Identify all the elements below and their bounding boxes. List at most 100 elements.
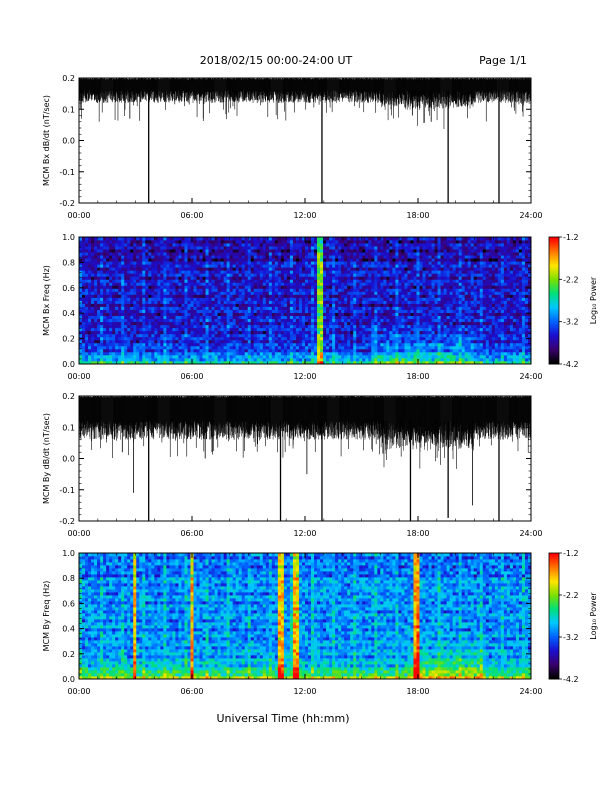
spectrogram-cell bbox=[280, 243, 285, 247]
spectrogram-cell bbox=[82, 303, 86, 307]
spectrogram-cell bbox=[169, 297, 173, 301]
spectrogram-cell bbox=[274, 321, 279, 326]
spectrogram-cell bbox=[145, 240, 149, 244]
spectrogram-cell bbox=[317, 345, 321, 350]
spectrogram-cell bbox=[247, 264, 252, 268]
spectrogram-cell bbox=[133, 360, 137, 365]
spectrogram-cell bbox=[124, 249, 128, 253]
spectrogram-cell bbox=[404, 309, 408, 313]
spectrogram-cell bbox=[332, 288, 336, 292]
spectrogram-cell bbox=[413, 270, 417, 274]
spectrogram-cell bbox=[187, 258, 191, 262]
spectrogram-cell bbox=[419, 327, 423, 332]
spectrogram-cell bbox=[332, 324, 336, 329]
spectrogram-cell bbox=[217, 351, 222, 356]
spectrogram-cell bbox=[292, 342, 297, 347]
spectrogram-cell bbox=[353, 240, 357, 244]
spectrogram-cell bbox=[314, 324, 318, 329]
spectrogram-cell bbox=[220, 252, 225, 256]
spectrogram-cell bbox=[277, 246, 282, 250]
spectrogram-cell bbox=[115, 273, 119, 277]
spectrogram-cell bbox=[401, 267, 405, 271]
spectrogram-cell bbox=[217, 288, 222, 292]
spectrogram-cell bbox=[344, 303, 348, 307]
spectrogram-cell bbox=[112, 246, 116, 250]
spectrogram-cell bbox=[208, 240, 212, 244]
spectrogram-cell bbox=[280, 312, 285, 317]
spectrogram-cell bbox=[259, 276, 264, 280]
spectrogram-cell bbox=[386, 297, 390, 301]
spectrogram-cell bbox=[359, 330, 363, 335]
spectrogram-cell bbox=[419, 294, 423, 298]
spectrogram-cell bbox=[262, 318, 267, 323]
spectrogram-cell bbox=[184, 318, 188, 323]
spectrogram-cell bbox=[268, 276, 273, 280]
spectrogram-cell bbox=[94, 252, 98, 256]
spectrogram-cell bbox=[82, 345, 86, 350]
spectrogram-cell bbox=[329, 255, 333, 259]
spectrogram-cell bbox=[392, 330, 396, 335]
spectrogram-cell bbox=[326, 309, 330, 313]
spectrogram-cell bbox=[142, 291, 146, 295]
spectrogram-cell bbox=[298, 318, 303, 323]
spectrogram-cell bbox=[217, 276, 222, 280]
spectrogram-cell bbox=[244, 288, 249, 292]
spectrogram-cell bbox=[253, 240, 258, 244]
spectrogram-cell bbox=[118, 318, 122, 323]
spectrogram-cell bbox=[283, 276, 288, 280]
spectrogram-cell bbox=[85, 324, 89, 329]
spectrogram-cell bbox=[139, 324, 143, 329]
spectrogram-cell bbox=[136, 342, 140, 347]
spectrogram-cell bbox=[344, 243, 348, 247]
spectrogram-cell bbox=[136, 327, 140, 332]
spectrogram-cell bbox=[79, 342, 83, 347]
spectrogram-cell bbox=[317, 276, 321, 280]
spectrogram-cell bbox=[223, 333, 228, 338]
spectrogram-cell bbox=[115, 357, 119, 362]
spectrogram-cell bbox=[380, 273, 384, 277]
spectrogram-cell bbox=[193, 237, 197, 241]
spectrogram-cell bbox=[169, 303, 173, 307]
spectrogram-cell bbox=[157, 285, 161, 289]
spectrogram-cell bbox=[103, 333, 107, 338]
spectrogram-cell bbox=[94, 315, 98, 320]
spectrogram-cell bbox=[344, 240, 348, 244]
spectrogram-cell bbox=[259, 336, 264, 341]
spectrogram-cell bbox=[383, 354, 387, 359]
spectrogram-cell bbox=[383, 312, 387, 317]
spectrogram-cell bbox=[383, 240, 387, 244]
spectrogram-cell bbox=[347, 300, 351, 304]
spectrogram-cell bbox=[329, 240, 333, 244]
spectrogram-cell bbox=[404, 288, 408, 292]
spectrogram-cell bbox=[106, 339, 110, 344]
spectrogram-cell bbox=[169, 282, 173, 286]
spectrogram-cell bbox=[196, 300, 200, 304]
spectrogram-cell bbox=[365, 252, 369, 256]
spectrogram-cell bbox=[347, 351, 351, 356]
spectrogram-cell bbox=[121, 348, 125, 353]
spectrogram-cell bbox=[413, 324, 417, 329]
y-tick-label: -0.1 bbox=[59, 168, 75, 177]
spectrogram-cell bbox=[362, 270, 366, 274]
spectrogram-cell bbox=[329, 279, 333, 283]
spectrogram-cell bbox=[317, 351, 321, 356]
spectrogram-cell bbox=[79, 309, 83, 313]
spectrogram-cell bbox=[163, 321, 167, 326]
spectrogram-cell bbox=[103, 306, 107, 310]
spectrogram-cell bbox=[283, 315, 288, 320]
spectrogram-cell bbox=[148, 282, 152, 286]
spectrogram-cell bbox=[413, 255, 417, 259]
spectrogram-cell bbox=[416, 258, 420, 262]
spectrogram-cell bbox=[332, 354, 336, 359]
spectrogram-cell bbox=[103, 291, 107, 295]
spectrogram-cell bbox=[172, 273, 176, 277]
spectrogram-cell bbox=[223, 297, 228, 301]
spectrogram-cell bbox=[136, 291, 140, 295]
spectrogram-cell bbox=[350, 243, 354, 247]
spectrogram-cell bbox=[220, 282, 225, 286]
spectrogram-cell bbox=[160, 360, 164, 365]
spectrogram-cell bbox=[274, 267, 279, 271]
spectrogram-cell bbox=[175, 264, 179, 268]
spectrogram-cell bbox=[338, 303, 342, 307]
spectrogram-cell bbox=[407, 297, 411, 301]
